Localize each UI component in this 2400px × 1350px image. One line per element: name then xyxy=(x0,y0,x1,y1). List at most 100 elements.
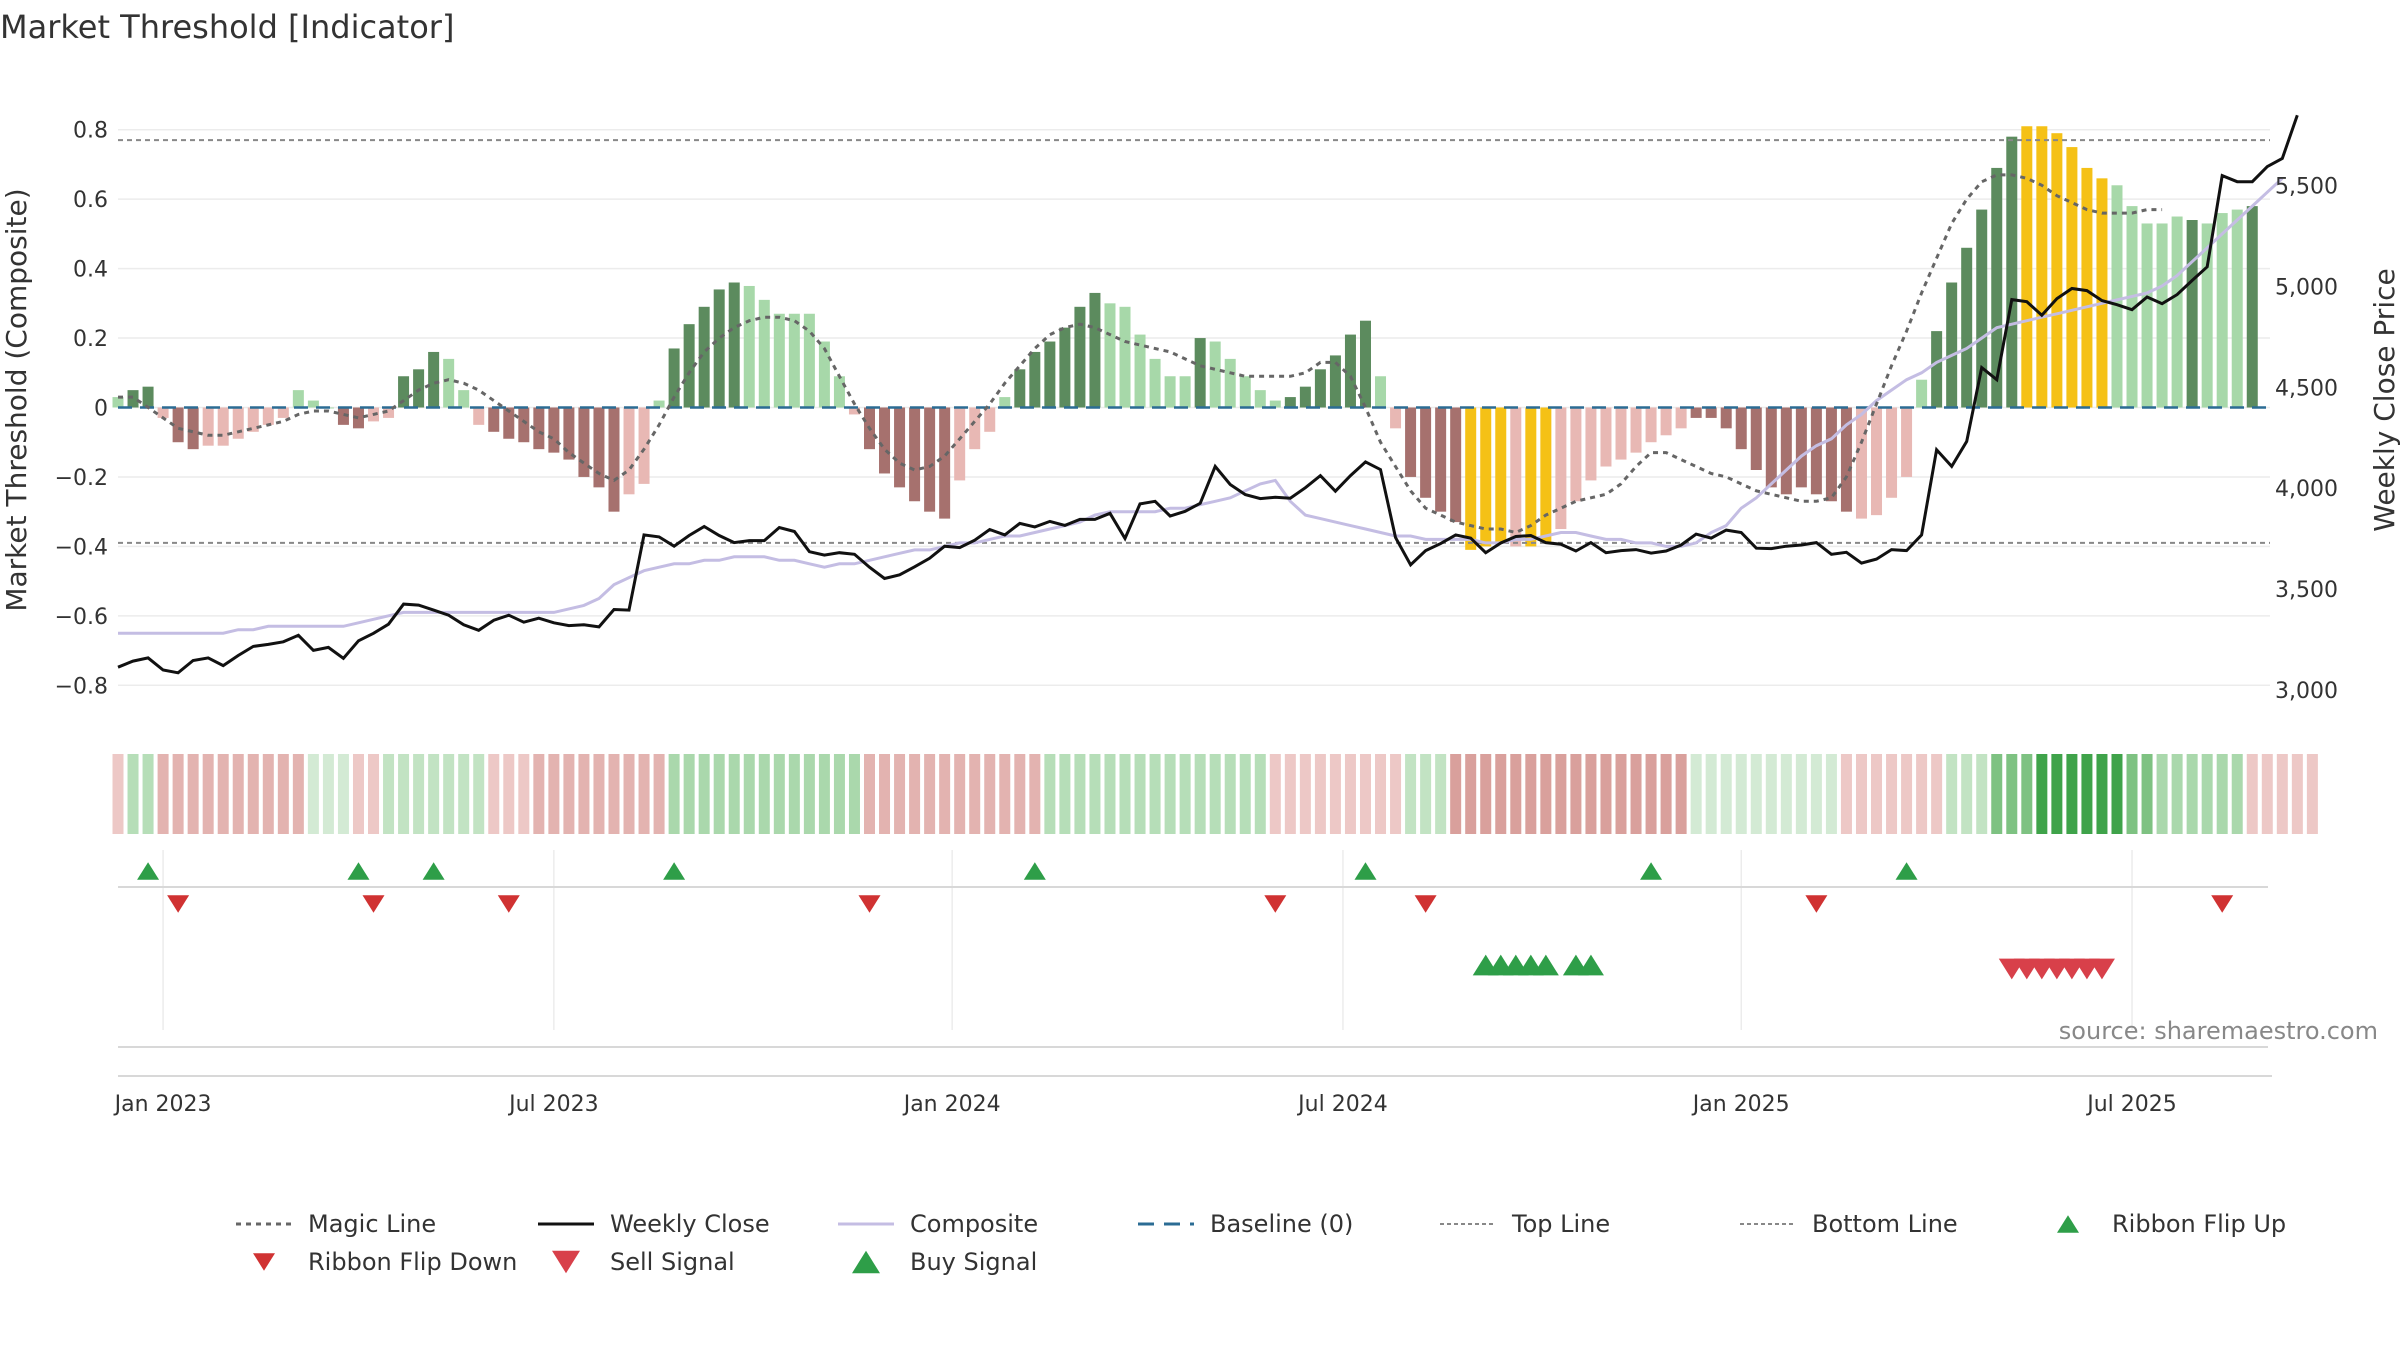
ribbon-segment xyxy=(398,754,410,834)
ribbon-segment xyxy=(924,754,936,834)
composite-bar xyxy=(1390,407,1402,429)
ribbon-segment xyxy=(157,754,169,834)
composite-bar xyxy=(1179,376,1191,408)
buy-signal-marker xyxy=(1532,954,1559,976)
composite-bar xyxy=(488,407,500,432)
ribbon-segment xyxy=(864,754,875,834)
ribbon-segment xyxy=(788,754,800,834)
composite-bar xyxy=(743,285,755,408)
right-axis-label: Weekly Close Price xyxy=(2368,268,2400,531)
composite-bar xyxy=(623,407,635,495)
ribbon-segment xyxy=(879,754,891,834)
left-tick-label: −0.4 xyxy=(55,535,108,560)
left-tick-label: −0.8 xyxy=(55,674,108,699)
ribbon-segment xyxy=(1450,754,1462,834)
composite-bar xyxy=(2081,167,2093,408)
ribbon-segment xyxy=(1615,754,1627,834)
composite-bar xyxy=(2021,126,2033,408)
composite-bar xyxy=(157,407,169,418)
ribbon-segment xyxy=(2096,754,2108,834)
ribbon-segment xyxy=(1224,754,1236,834)
ribbon-segment xyxy=(1074,754,1086,834)
composite-bar xyxy=(2231,209,2243,408)
ribbon-segment xyxy=(1946,754,1958,834)
ribbon-segment xyxy=(352,754,364,834)
ribbon-segment xyxy=(322,754,334,834)
ribbon-segment xyxy=(2126,754,2138,834)
right-axis-ticks: 5,500 5,000 4,500 4,000 3,500 3,000 xyxy=(2275,175,2338,704)
ribbon-segment xyxy=(1585,754,1597,834)
ribbon-segment xyxy=(413,754,425,834)
ribbon-segment xyxy=(2111,754,2123,834)
ribbon-segment xyxy=(2141,754,2153,834)
composite-bar xyxy=(1795,407,1807,488)
composite-bar xyxy=(1284,397,1296,408)
composite-bar xyxy=(698,306,710,408)
legend-item-baseline: Baseline (0) xyxy=(1138,1210,1353,1238)
ribbon-segment xyxy=(1931,754,1943,834)
ribbon-segment xyxy=(608,754,620,834)
ribbon-segment xyxy=(638,754,650,834)
ribbon-segment xyxy=(307,754,319,834)
composite-bar xyxy=(638,407,650,484)
legend-label: Baseline (0) xyxy=(1210,1210,1353,1238)
legend-label: Composite xyxy=(910,1210,1038,1238)
composite-bar xyxy=(879,407,891,474)
ribbon-segment xyxy=(1375,754,1387,834)
composite-bar xyxy=(1690,407,1702,418)
composite-bar xyxy=(1495,407,1507,543)
ribbon-segment xyxy=(247,754,259,834)
ribbon-segment xyxy=(833,754,845,834)
composite-bar xyxy=(1931,331,1943,408)
ribbon-flip-up-marker xyxy=(347,862,370,880)
composite-bar xyxy=(503,407,515,439)
ribbon-segment xyxy=(337,754,349,834)
composite-bar xyxy=(292,390,304,408)
ribbon-segment xyxy=(1344,754,1356,834)
composite-bar xyxy=(1209,341,1221,408)
x-tick-label: Jul 2023 xyxy=(507,1092,599,1117)
ribbon-segment xyxy=(1991,754,2003,834)
ribbon-segment xyxy=(728,754,740,834)
ribbon-segment xyxy=(563,754,575,834)
ribbon-segment xyxy=(262,754,274,834)
ribbon-segment xyxy=(2081,754,2093,834)
ribbon-segment xyxy=(1705,754,1717,834)
ribbon-segment xyxy=(1660,754,1672,834)
ribbon-segment xyxy=(1630,754,1642,834)
ribbon-segment xyxy=(1119,754,1131,834)
composite-bar xyxy=(999,397,1011,408)
ribbon-segment xyxy=(713,754,725,834)
composite-bar xyxy=(202,407,214,446)
composite-bar xyxy=(1991,167,2003,408)
left-tick-label: 0.2 xyxy=(73,327,108,352)
composite-bar xyxy=(172,407,184,443)
composite-bar xyxy=(262,407,274,425)
legend-item-close: Weekly Close xyxy=(538,1210,770,1238)
ribbon-segment xyxy=(1269,754,1281,834)
ribbon-segment xyxy=(1600,754,1612,834)
ribbon-segment xyxy=(1840,754,1852,834)
composite-bar xyxy=(413,369,425,408)
ribbon-segment xyxy=(2186,754,2198,834)
ribbon-flip-down-marker xyxy=(858,895,881,913)
source-note: source: sharemaestro.com xyxy=(2059,1017,2378,1045)
ribbon-segment xyxy=(653,754,665,834)
ribbon-segment xyxy=(488,754,500,834)
composite-bar xyxy=(1946,282,1958,408)
composite-bar xyxy=(2126,206,2138,408)
composite-bar xyxy=(969,407,981,450)
ribbon-flip-down-marker xyxy=(2211,895,2234,913)
composite-bar xyxy=(713,289,725,408)
ribbon-segment xyxy=(1405,754,1417,834)
ribbon-segment xyxy=(2216,754,2228,834)
ribbon-segment xyxy=(1239,754,1251,834)
ribbon-segment xyxy=(172,754,184,834)
ribbon-segment xyxy=(503,754,515,834)
composite-bar xyxy=(848,407,860,415)
ribbon-segment xyxy=(1675,754,1687,834)
ribbon-segment xyxy=(368,754,380,834)
composite-bar xyxy=(2201,223,2213,408)
ribbon-segment xyxy=(954,754,966,834)
